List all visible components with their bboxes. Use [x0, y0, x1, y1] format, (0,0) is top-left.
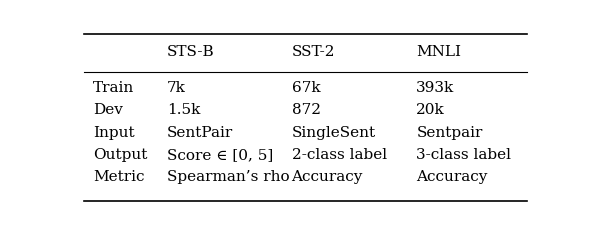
- Text: 2-class label: 2-class label: [291, 148, 387, 162]
- Text: Accuracy: Accuracy: [291, 170, 363, 184]
- Text: 393k: 393k: [416, 81, 455, 95]
- Text: MNLI: MNLI: [416, 45, 461, 59]
- Text: 67k: 67k: [291, 81, 320, 95]
- Text: 3-class label: 3-class label: [416, 148, 511, 162]
- Text: Dev: Dev: [93, 103, 123, 118]
- Text: SentPair: SentPair: [167, 126, 233, 140]
- Text: 872: 872: [291, 103, 321, 118]
- Text: Input: Input: [93, 126, 135, 140]
- Text: STS-B: STS-B: [167, 45, 215, 59]
- Text: Sentpair: Sentpair: [416, 126, 483, 140]
- Text: 7k: 7k: [167, 81, 186, 95]
- Text: Score ∈ [0, 5]: Score ∈ [0, 5]: [167, 148, 273, 162]
- Text: SST-2: SST-2: [291, 45, 335, 59]
- Text: 20k: 20k: [416, 103, 445, 118]
- Text: 1.5k: 1.5k: [167, 103, 200, 118]
- Text: Train: Train: [93, 81, 134, 95]
- Text: Spearman’s rho: Spearman’s rho: [167, 170, 290, 184]
- Text: Metric: Metric: [93, 170, 144, 184]
- Text: Output: Output: [93, 148, 147, 162]
- Text: Accuracy: Accuracy: [416, 170, 488, 184]
- Text: SingleSent: SingleSent: [291, 126, 375, 140]
